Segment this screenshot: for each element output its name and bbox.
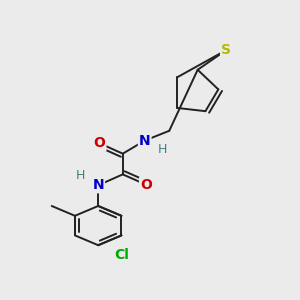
Text: N: N [92,178,104,192]
Text: O: O [140,178,152,192]
Text: S: S [221,43,231,57]
Text: H: H [158,143,167,156]
Text: O: O [94,136,105,150]
Text: N: N [139,134,151,148]
Text: H: H [76,169,86,182]
Text: Cl: Cl [114,248,129,262]
